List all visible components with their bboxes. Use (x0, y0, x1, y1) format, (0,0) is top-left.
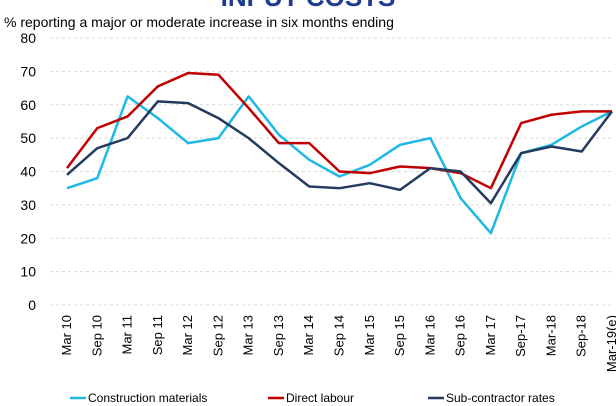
x-tick-label: Mar-18 (543, 315, 558, 356)
x-tick-label: Mar 15 (362, 315, 377, 355)
y-tick-label: 20 (20, 230, 36, 246)
legend-label: Direct labour (286, 391, 354, 405)
y-tick-label: 70 (20, 63, 36, 79)
x-tick-label: Sep 14 (332, 315, 347, 356)
chart-subtitle: % reporting a major or moderate increase… (4, 14, 394, 30)
y-tick-label: 40 (20, 164, 36, 180)
chart-title: INPUT COSTS (221, 0, 396, 12)
legend-label: Sub-contractor rates (446, 391, 555, 405)
y-tick-label: 0 (28, 297, 36, 313)
x-tick-label: Sep 10 (89, 315, 104, 356)
x-tick-label: Sep 16 (453, 315, 468, 356)
x-tick-label: Sep-18 (574, 315, 589, 357)
x-tick-label: Mar 11 (120, 315, 135, 355)
y-tick-label: 50 (20, 130, 36, 146)
legend-label: Construction materials (88, 391, 207, 405)
x-tick-label: Sep 13 (271, 315, 286, 356)
x-tick-label: Mar 13 (241, 315, 256, 355)
series-line (66, 95, 613, 235)
y-tick-label: 80 (20, 30, 36, 46)
x-tick-label: Mar 12 (180, 315, 195, 355)
x-tick-label: Mar 17 (483, 315, 498, 355)
y-tick-label: 60 (20, 97, 36, 113)
x-tick-label: Sep 15 (392, 315, 407, 356)
series-line (66, 71, 612, 190)
x-tick-label: Mar 14 (301, 315, 316, 355)
x-tick-label: Sep 12 (210, 315, 225, 356)
y-tick-label: 10 (20, 264, 36, 280)
x-tick-label: Mar-19(e) (604, 315, 616, 372)
series-line (66, 100, 613, 205)
y-tick-label: 30 (20, 197, 36, 213)
x-tick-label: Sep 11 (150, 315, 165, 355)
x-tick-label: Mar 10 (59, 315, 74, 355)
x-tick-label: Sep-17 (513, 315, 528, 357)
x-tick-label: Mar 16 (422, 315, 437, 355)
